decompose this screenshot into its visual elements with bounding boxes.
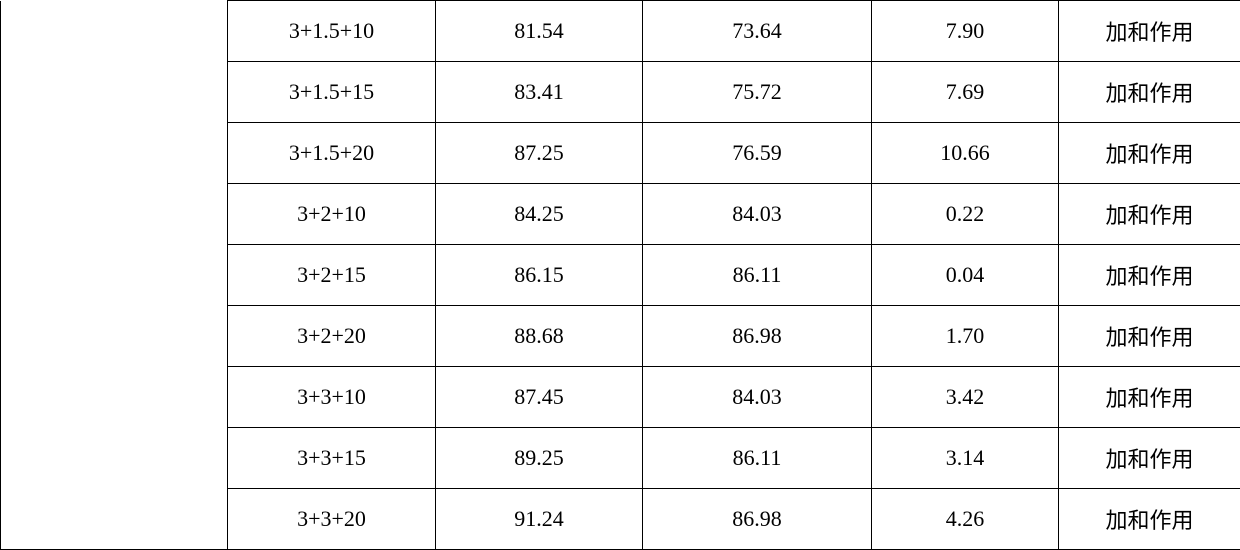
table-cell: 3+3+10 [228, 367, 436, 428]
table-cell: 7.90 [872, 1, 1059, 62]
table-cell: 86.98 [643, 489, 872, 550]
table-cell: 86.98 [643, 306, 872, 367]
table-cell: 3+2+10 [228, 184, 436, 245]
table-cell: 3+1.5+20 [228, 123, 436, 184]
table-cell: 3+1.5+15 [228, 62, 436, 123]
table-cell: 加和作用 [1059, 306, 1240, 367]
table-cell: 91.24 [436, 489, 643, 550]
table-row: 3+1.5+10 81.54 73.64 7.90 加和作用 [1, 1, 1240, 62]
table-cell: 3+3+20 [228, 489, 436, 550]
table-cell: 89.25 [436, 428, 643, 489]
table-cell: 加和作用 [1059, 489, 1240, 550]
table-cell: 84.03 [643, 367, 872, 428]
table-cell: 3.42 [872, 367, 1059, 428]
table-cell: 加和作用 [1059, 367, 1240, 428]
table-container: 3+1.5+10 81.54 73.64 7.90 加和作用 3+1.5+15 … [0, 0, 1240, 549]
table-cell: 3.14 [872, 428, 1059, 489]
table-cell: 83.41 [436, 62, 643, 123]
table-cell: 84.25 [436, 184, 643, 245]
table-cell: 加和作用 [1059, 123, 1240, 184]
table-cell-empty [1, 1, 228, 550]
table-cell: 加和作用 [1059, 245, 1240, 306]
table-cell: 76.59 [643, 123, 872, 184]
table-cell: 84.03 [643, 184, 872, 245]
table-cell: 86.11 [643, 428, 872, 489]
table-cell: 88.68 [436, 306, 643, 367]
table-cell: 3+1.5+10 [228, 1, 436, 62]
table-cell: 加和作用 [1059, 62, 1240, 123]
table-cell: 加和作用 [1059, 184, 1240, 245]
table-cell: 73.64 [643, 1, 872, 62]
table-cell: 87.45 [436, 367, 643, 428]
table-cell: 3+2+15 [228, 245, 436, 306]
table-cell: 4.26 [872, 489, 1059, 550]
table-cell: 10.66 [872, 123, 1059, 184]
table-cell: 86.15 [436, 245, 643, 306]
table-cell: 3+3+15 [228, 428, 436, 489]
table-cell: 81.54 [436, 1, 643, 62]
table-cell: 0.22 [872, 184, 1059, 245]
table-cell: 7.69 [872, 62, 1059, 123]
data-table: 3+1.5+10 81.54 73.64 7.90 加和作用 3+1.5+15 … [0, 0, 1240, 550]
table-cell: 75.72 [643, 62, 872, 123]
table-cell: 加和作用 [1059, 428, 1240, 489]
table-cell: 87.25 [436, 123, 643, 184]
table-cell: 0.04 [872, 245, 1059, 306]
table-cell: 1.70 [872, 306, 1059, 367]
table-cell: 3+2+20 [228, 306, 436, 367]
table-cell: 86.11 [643, 245, 872, 306]
table-cell: 加和作用 [1059, 1, 1240, 62]
